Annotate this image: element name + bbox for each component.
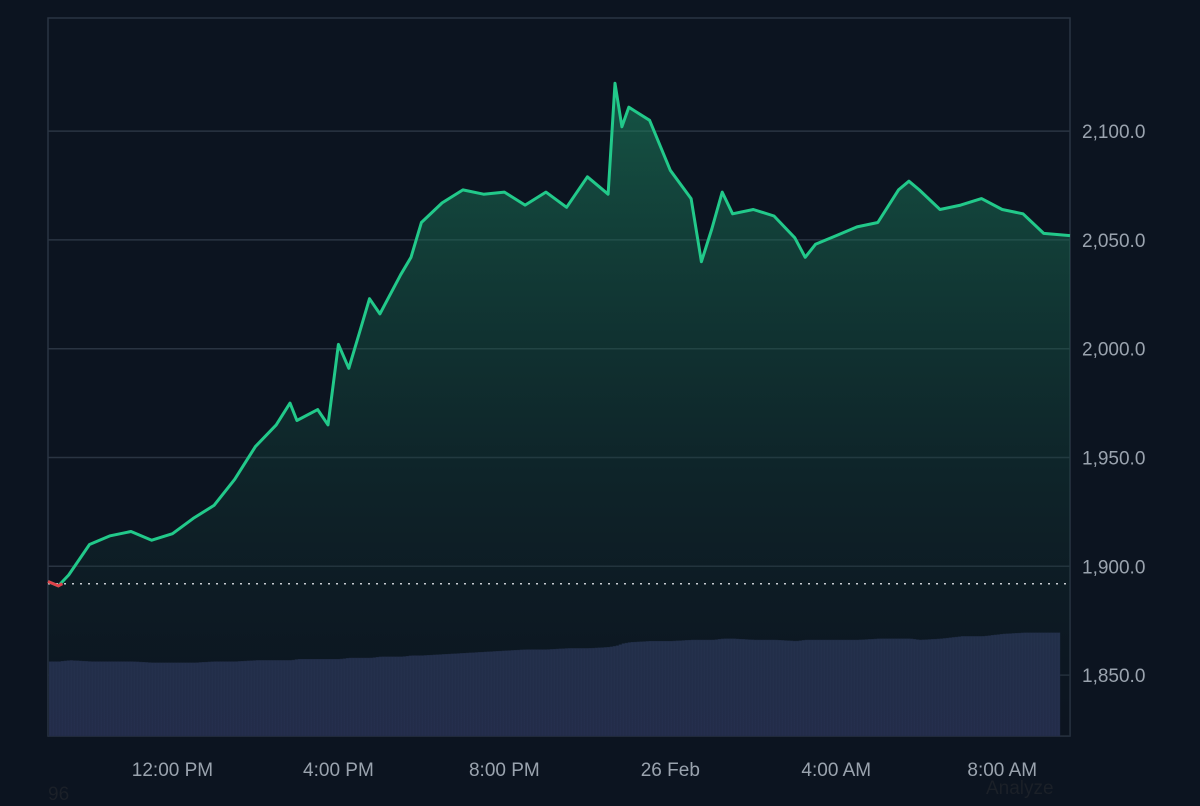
y-axis: 1,850.0 1,900.0 1,950.0 2,000.0 2,050.0 2,100… (1082, 122, 1145, 687)
y-tick-label: 2,100.0 (1082, 122, 1145, 143)
price-area (48, 83, 1070, 737)
y-tick-label: 2,050.0 (1082, 231, 1145, 252)
x-tick-label: 4:00 PM (303, 760, 374, 781)
y-tick-label: 1,900.0 (1082, 557, 1145, 578)
y-tick-label: 1,850.0 (1082, 666, 1145, 687)
y-tick-label: 1,950.0 (1082, 449, 1145, 470)
x-tick-label: 8:00 PM (469, 760, 540, 781)
x-tick-label: 26 Feb (641, 760, 700, 781)
x-tick-label: 12:00 PM (132, 760, 213, 781)
x-axis: 12:00 PM 4:00 PM 8:00 PM 26 Feb 4:00 AM 8:00 … (132, 760, 1037, 781)
y-tick-label: 2,000.0 (1082, 340, 1145, 361)
x-tick-label: 4:00 AM (801, 760, 871, 781)
analyze-link[interactable]: Analyze (986, 778, 1054, 799)
x-tick-label: 8:00 AM (967, 760, 1037, 781)
price-line (47, 81, 1071, 588)
footer-left-text: 96 (48, 784, 70, 805)
price-line-below-baseline (47, 580, 64, 588)
